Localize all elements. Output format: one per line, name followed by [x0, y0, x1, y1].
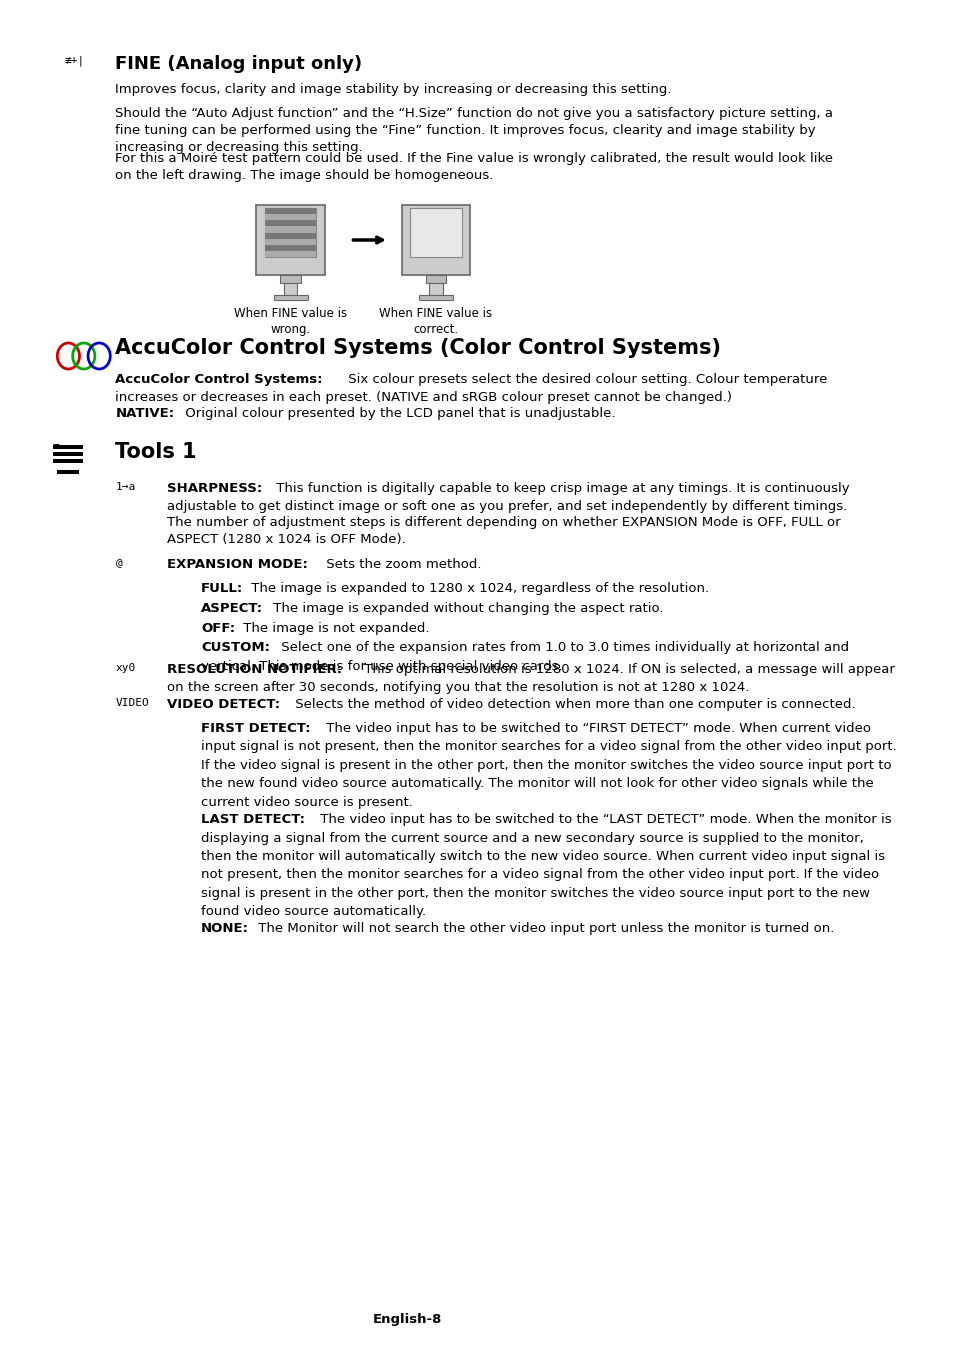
Text: FULL:: FULL: — [201, 582, 243, 594]
Text: OFF:: OFF: — [201, 621, 234, 635]
Text: Tools 1: Tools 1 — [115, 442, 197, 462]
Text: Improves focus, clarity and image stability by increasing or decreasing this set: Improves focus, clarity and image stabil… — [115, 82, 671, 96]
Text: not present, then the monitor searches for a video signal from the other video i: not present, then the monitor searches f… — [201, 869, 878, 881]
Text: LAST DETECT:: LAST DETECT: — [201, 813, 305, 825]
Bar — [265, 220, 316, 227]
Text: the new found video source automatically. The monitor will not look for other vi: the new found video source automatically… — [201, 777, 873, 790]
Bar — [265, 208, 316, 213]
Text: The image is not expanded.: The image is not expanded. — [238, 621, 429, 635]
Text: Select one of the expansion rates from 1.0 to 3.0 times individually at horizont: Select one of the expansion rates from 1… — [276, 642, 848, 654]
Text: Selects the method of video detection when more than one computer is connected.: Selects the method of video detection wh… — [292, 698, 855, 711]
Text: ≡=: ≡= — [53, 442, 67, 453]
Text: Should the “Auto Adjust function” and the “H.Size” function do not give you a sa: Should the “Auto Adjust function” and th… — [115, 107, 833, 154]
Bar — [418, 295, 453, 300]
Text: correct.: correct. — [413, 323, 458, 336]
Text: SHARPNESS:: SHARPNESS: — [167, 482, 262, 494]
Bar — [425, 276, 446, 282]
Text: vertical. This mode is for use with special video cards.: vertical. This mode is for use with spec… — [201, 659, 562, 673]
Bar — [265, 208, 316, 257]
Text: RESOLUTION NOTIFIER:: RESOLUTION NOTIFIER: — [167, 663, 341, 676]
Bar — [57, 470, 78, 474]
Text: Six colour presets select the desired colour setting. Colour temperature: Six colour presets select the desired co… — [344, 373, 827, 386]
Text: The video input has to be switched to “FIRST DETECT” mode. When current video: The video input has to be switched to “F… — [321, 721, 870, 735]
Text: The Monitor will not search the other video input port unless the monitor is tur: The Monitor will not search the other vi… — [253, 921, 833, 935]
Text: English-8: English-8 — [373, 1313, 442, 1325]
Text: AccuColor Control Systems:: AccuColor Control Systems: — [115, 373, 322, 386]
Text: AccuColor Control Systems (Color Control Systems): AccuColor Control Systems (Color Control… — [115, 338, 720, 358]
Bar — [265, 239, 316, 245]
Text: Original colour presented by the LCD panel that is unadjustable.: Original colour presented by the LCD pan… — [180, 407, 615, 420]
Text: @: @ — [115, 558, 122, 567]
Text: If the video signal is present in the other port, then the monitor switches the : If the video signal is present in the ot… — [201, 759, 890, 771]
Bar — [429, 282, 442, 295]
Bar — [265, 213, 316, 220]
Bar — [265, 227, 316, 232]
Bar — [274, 295, 308, 300]
Text: For this a Moiré test pattern could be used. If the Fine value is wrongly calibr: For this a Moiré test pattern could be u… — [115, 153, 833, 182]
Bar — [53, 444, 83, 449]
Bar — [280, 276, 300, 282]
Text: EXPANSION MODE:: EXPANSION MODE: — [167, 558, 307, 571]
Text: CUSTOM:: CUSTOM: — [201, 642, 270, 654]
Text: adjustable to get distinct image or soft one as you prefer, and set independentl: adjustable to get distinct image or soft… — [167, 500, 846, 513]
Text: displaying a signal from the current source and a new secondary source is suppli: displaying a signal from the current sou… — [201, 831, 862, 844]
Text: When FINE value is: When FINE value is — [379, 307, 492, 320]
Text: increases or decreases in each preset. (NATIVE and sRGB colour preset cannot be : increases or decreases in each preset. (… — [115, 392, 732, 404]
Bar — [265, 245, 316, 251]
Text: FIRST DETECT:: FIRST DETECT: — [201, 721, 310, 735]
Text: ASPECT:: ASPECT: — [201, 601, 263, 615]
Bar — [53, 459, 83, 463]
Text: The image is expanded to 1280 x 1024, regardless of the resolution.: The image is expanded to 1280 x 1024, re… — [247, 582, 709, 594]
Text: NATIVE:: NATIVE: — [115, 407, 174, 420]
Text: The number of adjustment steps is different depending on whether EXPANSION Mode : The number of adjustment steps is differ… — [167, 516, 840, 546]
Bar — [53, 453, 83, 457]
Text: xy0: xy0 — [115, 663, 135, 673]
Text: current video source is present.: current video source is present. — [201, 796, 413, 809]
Text: The video input has to be switched to the “LAST DETECT” mode. When the monitor i: The video input has to be switched to th… — [315, 813, 890, 825]
Text: VIDEO DETECT:: VIDEO DETECT: — [167, 698, 279, 711]
Bar — [283, 282, 297, 295]
Text: 1→a: 1→a — [115, 482, 135, 492]
Text: NONE:: NONE: — [201, 921, 249, 935]
Text: When FINE value is: When FINE value is — [233, 307, 347, 320]
Text: input signal is not present, then the monitor searches for a video signal from t: input signal is not present, then the mo… — [201, 740, 896, 754]
Text: found video source automatically.: found video source automatically. — [201, 905, 426, 919]
Bar — [401, 205, 470, 276]
Bar — [265, 251, 316, 257]
Bar — [410, 208, 461, 257]
Text: VIDEO: VIDEO — [115, 698, 149, 708]
Text: The image is expanded without changing the aspect ratio.: The image is expanded without changing t… — [269, 601, 663, 615]
Bar — [256, 205, 324, 276]
Bar — [265, 232, 316, 239]
Text: FINE (Analog input only): FINE (Analog input only) — [115, 55, 362, 73]
Text: signal is present in the other port, then the monitor switches the video source : signal is present in the other port, the… — [201, 888, 869, 900]
Text: This function is digitally capable to keep crisp image at any timings. It is con: This function is digitally capable to ke… — [272, 482, 848, 494]
Text: then the monitor will automatically switch to the new video source. When current: then the monitor will automatically swit… — [201, 850, 884, 863]
Text: This optimal resolution is 1280 x 1024. If ON is selected, a message will appear: This optimal resolution is 1280 x 1024. … — [359, 663, 894, 676]
Text: on the screen after 30 seconds, notifying you that the resolution is not at 1280: on the screen after 30 seconds, notifyin… — [167, 681, 748, 694]
Text: wrong.: wrong. — [271, 323, 311, 336]
Text: Sets the zoom method.: Sets the zoom method. — [322, 558, 481, 571]
Text: ≢+|: ≢+| — [64, 55, 84, 65]
